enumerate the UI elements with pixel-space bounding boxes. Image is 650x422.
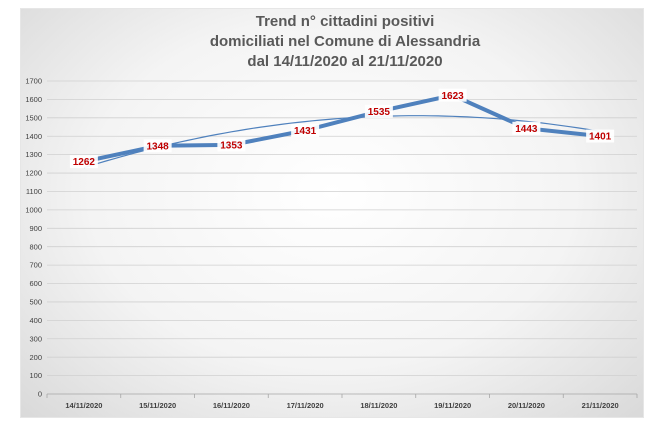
data-label-group: 1401 <box>586 129 615 143</box>
y-tick-label: 1600 <box>25 95 42 104</box>
y-axis: 0 100 200 300 400 500 600 700 800 900 1000 1100 1200… <box>25 77 42 399</box>
y-tick-label: 1500 <box>25 113 42 122</box>
data-label-group: 1623 <box>438 88 467 102</box>
x-tick-label: 18/11/2020 <box>360 401 397 410</box>
chart-area <box>20 8 644 418</box>
y-tick-label: 300 <box>29 334 42 343</box>
y-tick-label: 900 <box>29 224 42 233</box>
data-label-background <box>291 124 320 138</box>
y-tick-label: 700 <box>29 261 42 270</box>
data-label-background <box>586 129 615 143</box>
data-label-background <box>364 104 393 118</box>
y-tick-label: 500 <box>29 298 42 307</box>
y-tick-label: 0 <box>38 390 42 399</box>
y-tick-label: 1300 <box>25 150 42 159</box>
data-label-background <box>217 138 246 152</box>
x-tick-label: 15/11/2020 <box>139 401 176 410</box>
x-tick-label: 17/11/2020 <box>287 401 324 410</box>
x-tick-label: 21/11/2020 <box>582 401 619 410</box>
data-label-background <box>438 88 467 102</box>
chart-title-line-2: domiciliati nel Comune di Alessandria <box>210 33 481 50</box>
data-label-group: 1535 <box>364 104 393 118</box>
data-labels: 1262 1348 1353 1431 1535 1623 1443 1401 <box>69 88 615 169</box>
data-label-group: 1353 <box>217 138 246 152</box>
data-label: 1401 <box>589 132 612 143</box>
data-label: 1348 <box>147 141 170 152</box>
data-label-group: 1431 <box>291 124 320 138</box>
data-label: 1443 <box>515 124 538 135</box>
data-label-group: 1262 <box>69 155 98 169</box>
x-axis: 14/11/2020 15/11/2020 16/11/2020 17/11/2020… <box>46 394 638 410</box>
data-label: 1353 <box>220 140 243 151</box>
y-tick-label: 400 <box>29 316 42 325</box>
data-label-background <box>69 155 98 169</box>
chart-title-line-1: Trend n° cittadini positivi <box>256 13 435 30</box>
x-tick-label: 20/11/2020 <box>508 401 545 410</box>
x-tick-label: 16/11/2020 <box>213 401 250 410</box>
y-tick-label: 1400 <box>25 132 42 141</box>
y-tick-label: 1100 <box>26 187 42 196</box>
y-tick-label: 1700 <box>25 77 42 86</box>
y-tick-label: 200 <box>29 353 42 362</box>
x-tick-label: 14/11/2020 <box>65 401 102 410</box>
y-tick-label: 1000 <box>25 205 42 214</box>
chart-title: Trend n° cittadini positivi domiciliati … <box>210 13 481 70</box>
data-label: 1535 <box>368 107 391 118</box>
data-label-background <box>143 139 172 153</box>
data-label-background <box>512 121 541 135</box>
y-tick-label: 800 <box>29 242 42 251</box>
x-tick-label: 19/11/2020 <box>434 401 471 410</box>
chart-title-line-3: dal 14/11/2020 al 21/11/2020 <box>247 53 442 70</box>
data-label: 1262 <box>73 157 96 168</box>
data-label-group: 1348 <box>143 139 172 153</box>
data-label: 1431 <box>294 126 317 137</box>
y-tick-label: 100 <box>29 371 42 380</box>
y-tick-label: 600 <box>29 279 42 288</box>
gridlines <box>47 80 637 395</box>
data-label-group: 1443 <box>512 121 541 135</box>
data-label: 1623 <box>442 91 465 102</box>
y-tick-label: 1200 <box>25 169 42 178</box>
